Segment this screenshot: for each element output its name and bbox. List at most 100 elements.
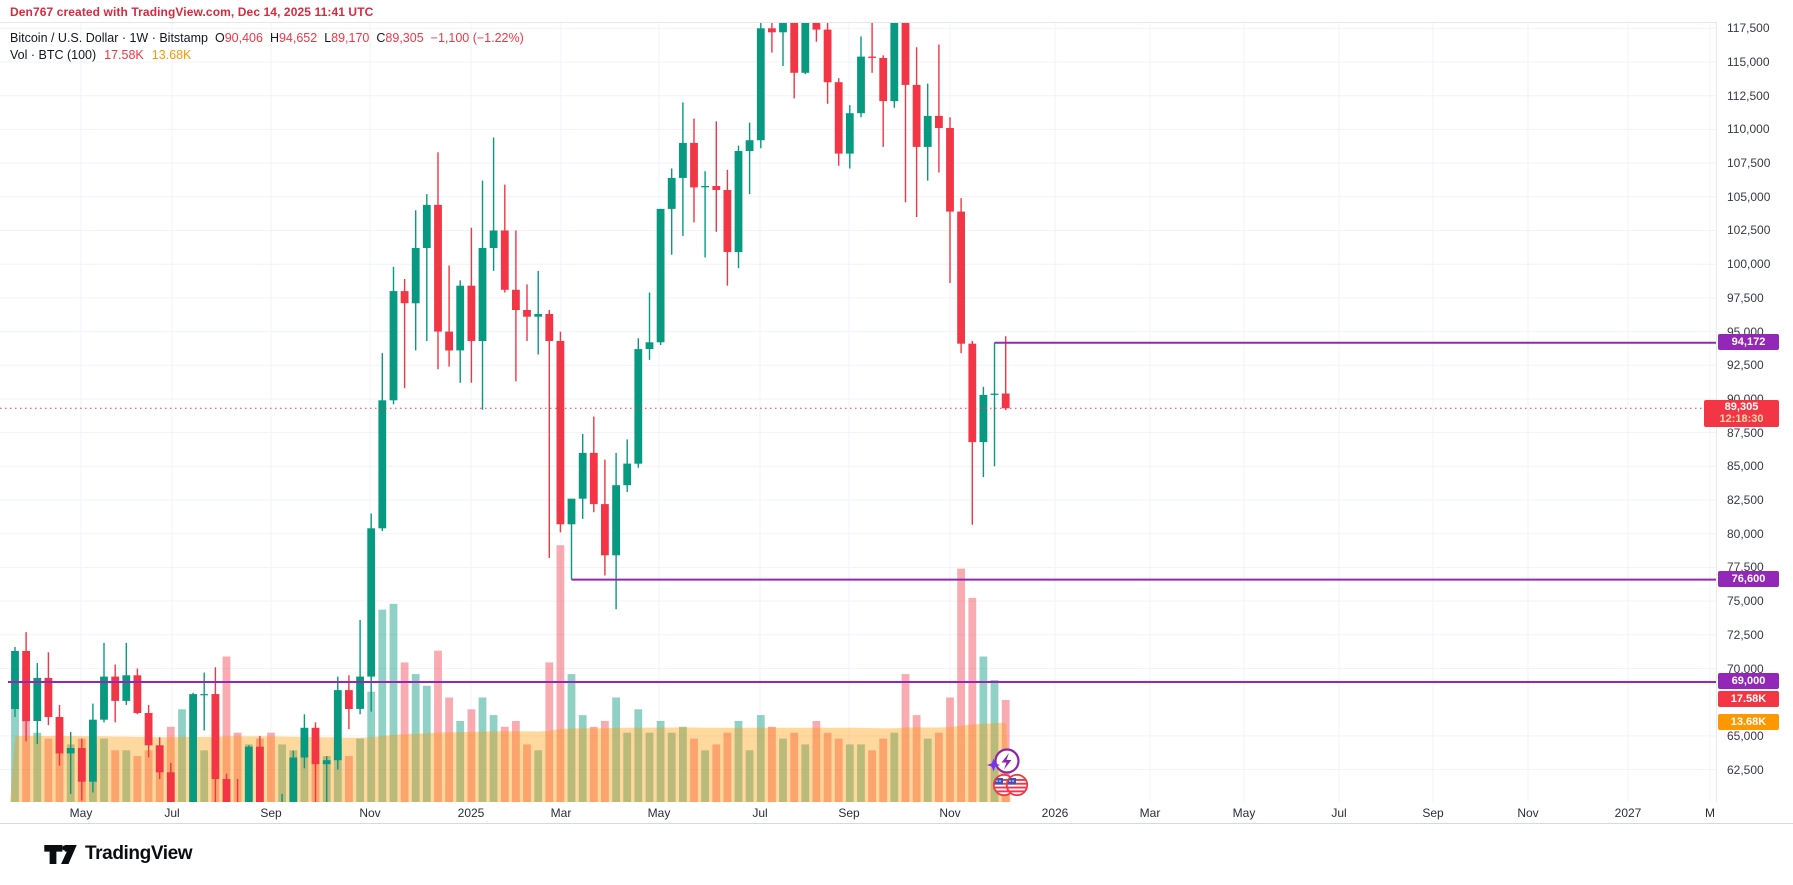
tradingview-logo[interactable]: TradingView (44, 843, 193, 865)
volume-bar (422, 685, 431, 803)
price-axis[interactable]: 117,500 115,000 112,500 110,000 107,500 105,0… (1704, 21, 1793, 823)
volume-bar (100, 738, 108, 803)
ohlc-close: C89,305 (376, 31, 424, 45)
candle-body (434, 204, 442, 332)
candle-body (122, 675, 131, 701)
candle-body (946, 128, 954, 212)
candle-body (200, 694, 209, 696)
candle-body (812, 23, 821, 30)
us-flag-event-icon (1005, 773, 1029, 797)
legend[interactable]: Bitcoin / U.S. Dollar · 1W · Bitstamp O90… (10, 30, 524, 64)
tradingview-logo-icon (44, 844, 77, 864)
countdown-timer: 12:18:30 (1719, 413, 1764, 426)
volume-ma-value: 13.68K (151, 48, 192, 62)
volume-bar (545, 662, 554, 803)
volume-bar (923, 738, 932, 803)
volume-bar (111, 750, 120, 803)
volume-value-label: 17.58K (1718, 690, 1779, 707)
volume-bar (745, 750, 754, 803)
candle-body (556, 341, 565, 525)
volume-bar (901, 674, 910, 803)
candle-body (534, 314, 543, 317)
candle-body (289, 757, 298, 803)
volume-bar (278, 744, 286, 803)
candle-body (578, 452, 587, 499)
candle-body (656, 208, 665, 343)
candle-body (100, 676, 108, 720)
volume-bar (200, 750, 209, 803)
volume-bar (756, 715, 765, 803)
volume-bar (946, 697, 954, 803)
candle-body (66, 748, 75, 754)
volume-bar (790, 732, 799, 803)
time-axis-tick: Mar (550, 806, 572, 820)
candle-body (300, 727, 309, 758)
time-axis-tick: Jul (752, 806, 768, 820)
volume-bar (734, 721, 743, 803)
candle-body (890, 23, 899, 102)
volume-value: 17.58K (104, 48, 144, 62)
change-value: −1,100 (−1.22%) (430, 31, 524, 45)
candle-body (801, 23, 810, 73)
candle-body (990, 393, 999, 395)
volume-ma-label: 13.68K (1718, 713, 1779, 730)
time-axis[interactable]: May Jul Sep Nov 2025 Mar May Jul Sep Nov 2026 Mar Ma… (0, 802, 1793, 824)
candles (11, 23, 1010, 803)
candle-body (55, 717, 64, 754)
volume-bar (857, 744, 865, 803)
candle-body (834, 82, 843, 154)
volume-bar (133, 756, 142, 803)
volume-bar (178, 709, 186, 803)
time-axis-tick: Nov (939, 806, 961, 820)
candle-body (244, 746, 253, 803)
volume-bar (22, 685, 30, 803)
volume-bar (957, 568, 965, 803)
volume-bar (645, 732, 654, 803)
candle-body (111, 676, 120, 701)
candle-body (845, 113, 854, 154)
time-axis-tick: 2026 (1041, 806, 1069, 820)
volume-bar (801, 744, 810, 803)
candle-body (790, 23, 799, 73)
candle-body (545, 314, 554, 341)
volume-bar (300, 756, 309, 803)
candle-body (512, 289, 520, 310)
candle-body (768, 28, 776, 33)
candle-body (77, 748, 86, 782)
candle-body (935, 115, 943, 128)
chart-pane[interactable]: Bitcoin / U.S. Dollar · 1W · Bitstamp O90… (0, 22, 1716, 824)
candle-body (155, 745, 164, 773)
candle-body (645, 342, 654, 349)
price-axis-tick: 65,000 (1727, 728, 1764, 743)
price-axis-tick: 82,500 (1727, 493, 1764, 508)
candle-body (567, 498, 576, 525)
candle-body (133, 675, 142, 713)
volume-bar (712, 744, 721, 803)
candle-body (779, 23, 787, 33)
volume-bar (634, 709, 643, 803)
time-axis-tick: Nov (1517, 806, 1539, 820)
volume-bar (612, 697, 620, 803)
candle-body (333, 690, 342, 761)
legend-symbol-row: Bitcoin / U.S. Dollar · 1W · Bitstamp O90… (10, 30, 524, 47)
volume-bar (845, 744, 854, 803)
price-axis-tick: 112,500 (1727, 88, 1770, 103)
time-axis-tick: 2027 (1614, 806, 1642, 820)
candle-body (923, 115, 932, 147)
candle-body (389, 291, 398, 401)
volume-bar (434, 650, 442, 803)
candle-body (422, 204, 431, 248)
last-price-label: 89,305 12:18:30 (1704, 399, 1779, 427)
candle-body (500, 230, 509, 290)
volume-bar (812, 721, 821, 803)
price-chart-canvas[interactable] (0, 1, 1716, 824)
volume-bar (333, 744, 342, 803)
candle-body (489, 230, 498, 248)
time-axis-tick: M (1705, 806, 1715, 820)
volume-bar (44, 738, 53, 803)
price-axis-tick: 87,500 (1727, 425, 1764, 440)
candle-body (400, 291, 409, 304)
volume-bar (55, 732, 64, 803)
time-axis-tick: Jul (164, 806, 180, 820)
lightning-event-icon (987, 748, 1020, 774)
